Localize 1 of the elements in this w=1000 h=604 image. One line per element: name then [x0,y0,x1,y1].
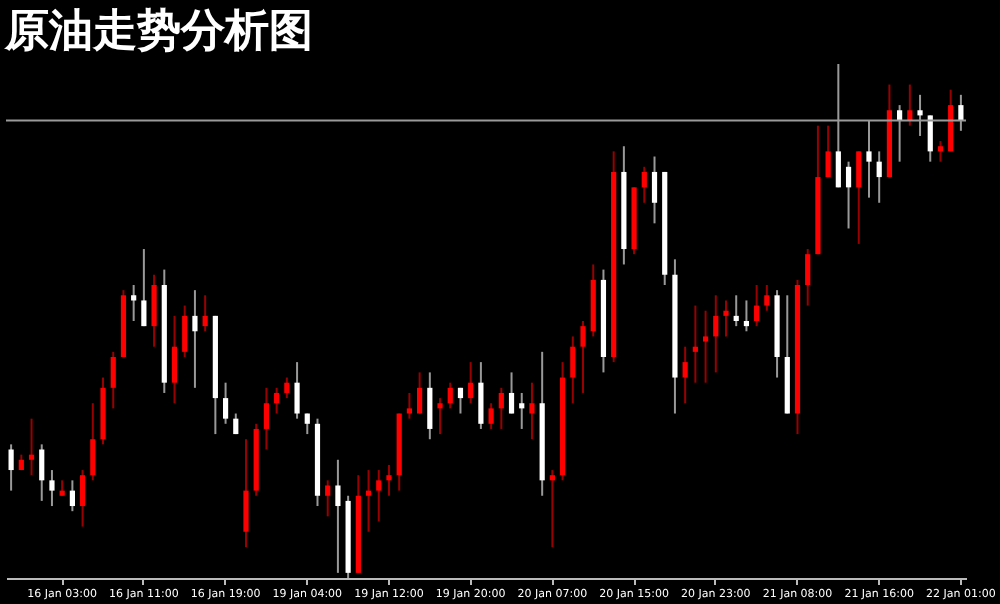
chart-title: 原油走势分析图 [3,5,313,57]
